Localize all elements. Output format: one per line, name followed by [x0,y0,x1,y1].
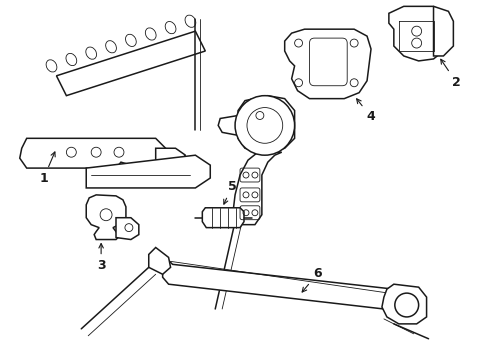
Polygon shape [238,96,294,152]
Polygon shape [148,247,170,274]
Text: 2: 2 [440,59,460,89]
Polygon shape [202,208,244,228]
Polygon shape [218,116,238,135]
Text: 5: 5 [224,180,236,204]
Polygon shape [20,138,165,168]
Text: 6: 6 [302,267,321,292]
Circle shape [235,96,294,155]
Text: 3: 3 [97,244,105,272]
Polygon shape [155,148,185,165]
Polygon shape [86,155,210,188]
Polygon shape [388,6,443,61]
Polygon shape [163,257,398,309]
Polygon shape [116,218,139,239]
Polygon shape [433,6,452,56]
Polygon shape [232,152,281,225]
Polygon shape [56,31,205,96]
Polygon shape [284,29,370,99]
Text: 4: 4 [356,99,375,123]
Polygon shape [86,195,126,239]
Polygon shape [381,284,426,324]
Text: 1: 1 [39,152,55,185]
